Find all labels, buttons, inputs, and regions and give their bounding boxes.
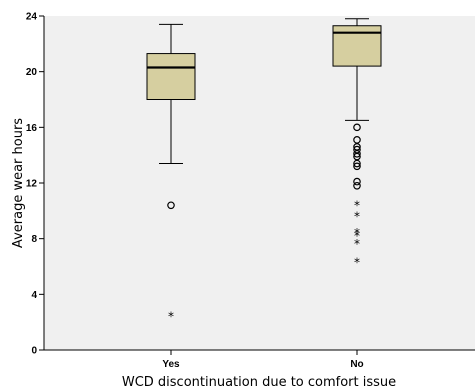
outlier-point: [353, 159, 361, 168]
outlier-point: [353, 123, 361, 132]
y-axis-title: Average wear hours: [11, 118, 26, 248]
y-tick-label: 4: [31, 290, 37, 301]
outlier-point: [167, 201, 175, 210]
boxes-layer: *******: [146, 18, 382, 324]
x-axis: Yes No: [44, 349, 475, 370]
extreme-point: *: [354, 209, 360, 223]
box-yes: *: [146, 23, 196, 324]
x-tick-label: No: [350, 359, 363, 370]
extreme-point: *: [354, 255, 360, 269]
outlier-point: [353, 149, 361, 158]
iqr-box: [146, 53, 196, 100]
box-no: ******: [332, 18, 382, 269]
y-tick-label: 16: [26, 123, 38, 134]
y-tick-label: 0: [31, 346, 37, 357]
plot-area: [44, 16, 475, 350]
extreme-point: *: [354, 229, 360, 243]
outlier-point: [353, 162, 361, 171]
extreme-point: *: [354, 198, 360, 212]
x-tick-label: Yes: [162, 359, 180, 370]
y-tick-label: 20: [26, 67, 38, 78]
extreme-point: *: [168, 310, 174, 324]
y-axis: 0 4 8 12 16 20 24: [26, 12, 45, 357]
x-axis-title: WCD discontinuation due to comfort issue: [122, 375, 396, 390]
extreme-point: *: [354, 226, 360, 240]
y-tick-label: 8: [31, 234, 37, 245]
y-tick-label: 12: [26, 179, 38, 190]
extreme-point: *: [354, 237, 360, 251]
outlier-point: [353, 181, 361, 190]
outlier-point: [353, 177, 361, 186]
y-tick-label: 24: [26, 12, 38, 23]
